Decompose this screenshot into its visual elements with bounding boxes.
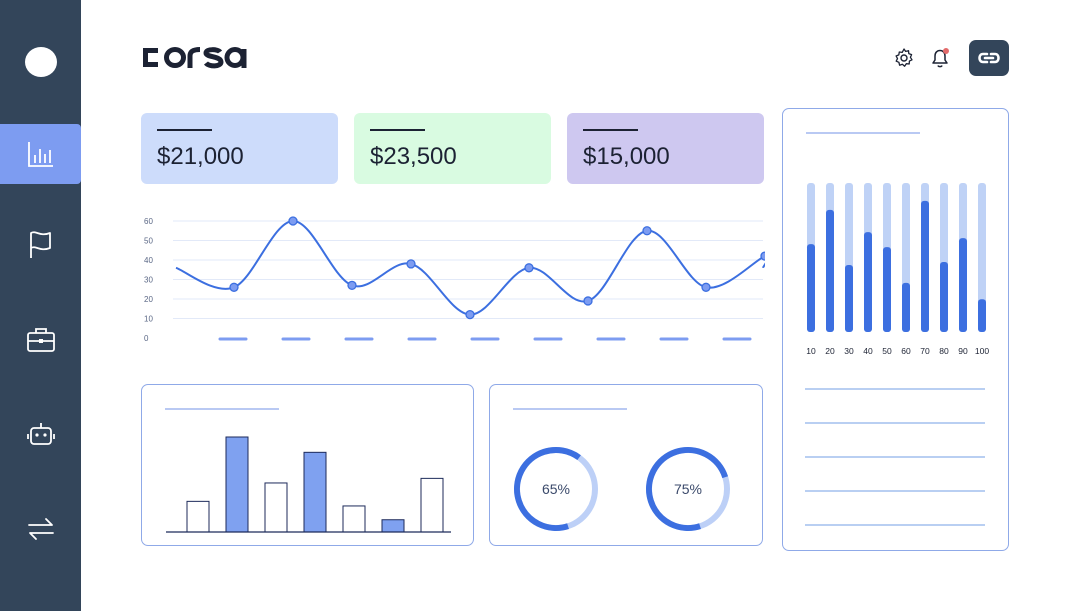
bar — [420, 477, 444, 533]
kpi-label-placeholder — [157, 129, 212, 131]
x-tick-label: 50 — [882, 346, 892, 356]
x-tick-label: 100 — [975, 346, 989, 356]
kpi-card: $23,500 — [354, 113, 551, 184]
x-tick-label: 10 — [806, 346, 816, 356]
list-line-placeholder — [805, 456, 985, 458]
y-tick-label: 10 — [144, 315, 153, 324]
bar-chart-icon — [27, 142, 53, 167]
gear-icon[interactable] — [893, 47, 915, 69]
sidebar-item-automation[interactable] — [0, 404, 81, 464]
x-tick-label: 60 — [901, 346, 911, 356]
bar-value — [921, 200, 929, 332]
kpi-label-placeholder — [583, 129, 638, 131]
panel-title-placeholder — [165, 408, 279, 410]
x-tick-label: 40 — [863, 346, 873, 356]
bar-value — [826, 209, 834, 332]
donut-arc — [646, 447, 730, 531]
y-tick-label: 60 — [144, 217, 153, 226]
donut-arc — [514, 447, 598, 531]
sidebar — [0, 0, 81, 611]
donut-value-label: 75% — [673, 481, 703, 497]
link-icon — [978, 52, 1000, 64]
list-line-placeholder — [805, 490, 985, 492]
donut-charts — [514, 447, 730, 531]
notification-badge — [943, 48, 949, 54]
panel-title-placeholder — [806, 132, 920, 134]
sidebar-item-goals[interactable] — [0, 214, 81, 274]
list-line-placeholder — [805, 524, 985, 526]
kpi-value: $21,000 — [157, 143, 244, 170]
kpi-value: $15,000 — [583, 143, 670, 170]
data-point — [760, 251, 765, 261]
data-point — [406, 259, 416, 269]
bar-value — [883, 247, 891, 332]
y-tick-label: 50 — [144, 237, 153, 246]
bar-background — [978, 183, 986, 332]
data-point — [701, 282, 711, 292]
line-series — [175, 219, 765, 316]
briefcase-icon — [26, 328, 55, 352]
flag-icon — [29, 231, 51, 258]
list-line-placeholder — [805, 422, 985, 424]
y-tick-label: 30 — [144, 276, 153, 285]
kpi-label-placeholder — [370, 129, 425, 131]
x-tick-label: 20 — [825, 346, 835, 356]
brand-logo: corsa — [143, 47, 247, 69]
x-tick-label: 30 — [844, 346, 854, 356]
kpi-value: $23,500 — [370, 143, 457, 170]
data-point — [524, 263, 534, 273]
robot-icon — [26, 423, 55, 445]
sidebar-item-transfers[interactable] — [0, 499, 81, 559]
bar — [381, 519, 405, 533]
bar — [186, 500, 210, 533]
bar-value — [940, 261, 948, 332]
data-point — [288, 216, 298, 226]
y-tick-label: 0 — [144, 334, 149, 343]
bar-value — [845, 264, 853, 332]
panel-title-placeholder — [513, 408, 627, 410]
bar-chart-panel — [141, 384, 474, 546]
sidebar-logo[interactable] — [25, 47, 57, 77]
donut-value-label: 65% — [541, 481, 571, 497]
x-tick-label: 70 — [920, 346, 930, 356]
bar-value — [959, 238, 967, 332]
y-tick-label: 20 — [144, 295, 153, 304]
data-point — [347, 280, 357, 290]
transfer-arrows-icon — [27, 518, 54, 540]
bell-icon[interactable] — [929, 47, 951, 69]
line-chart: 60 50 40 30 20 10 0 — [144, 216, 765, 343]
sidebar-item-work[interactable] — [0, 309, 81, 369]
bar — [303, 451, 327, 533]
link-button[interactable] — [969, 40, 1009, 76]
bar-value — [902, 282, 910, 332]
data-point — [229, 282, 239, 292]
bar — [264, 482, 288, 533]
y-tick-label: 40 — [144, 256, 153, 265]
data-point — [465, 309, 475, 320]
right-panel: 10 20 30 40 50 60 70 80 90 100 — [782, 108, 1009, 551]
data-point — [583, 296, 593, 306]
bar-chart — [166, 436, 451, 533]
kpi-card: $15,000 — [567, 113, 764, 184]
x-tick-label: 90 — [958, 346, 968, 356]
bar-value — [807, 244, 815, 332]
bar — [225, 436, 249, 533]
data-point — [642, 226, 652, 236]
stacked-bar-chart: 10 20 30 40 50 60 70 80 90 100 — [806, 183, 989, 356]
bar-value — [978, 299, 986, 332]
kpi-card: $21,000 — [141, 113, 338, 184]
bar-value — [864, 232, 872, 332]
list-line-placeholder — [805, 388, 985, 390]
x-tick-label: 80 — [939, 346, 949, 356]
donut-panel: 65% 75% — [489, 384, 763, 546]
bar — [342, 505, 366, 533]
sidebar-item-analytics[interactable] — [0, 124, 81, 184]
